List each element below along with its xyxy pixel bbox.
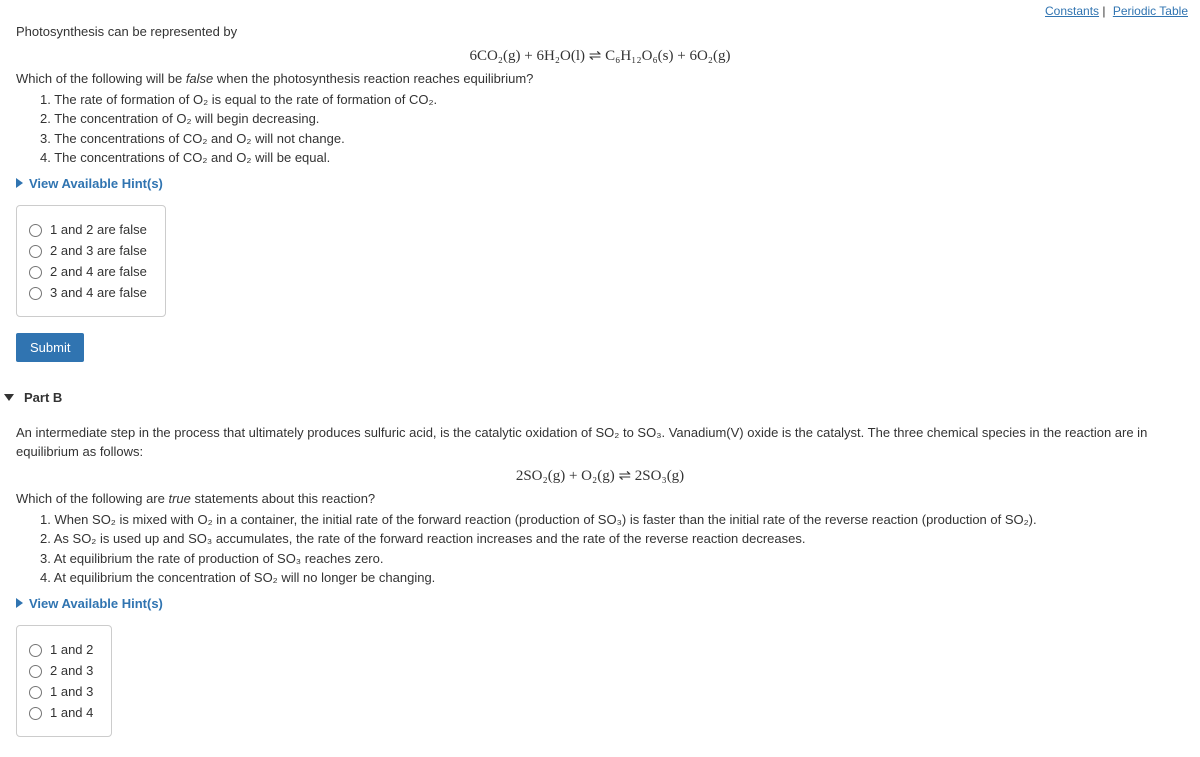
constants-link[interactable]: Constants [1045, 4, 1099, 18]
chevron-right-icon [16, 598, 23, 608]
stmt-a-4: 4. The concentrations of CO₂ and O₂ will… [40, 148, 1184, 168]
stmt-b-3: 3. At equilibrium the rate of production… [40, 549, 1184, 569]
part-a-section: Photosynthesis can be represented by 6CO… [0, 18, 1200, 384]
radio-b-2[interactable] [29, 665, 42, 678]
radio-b-4[interactable] [29, 707, 42, 720]
option-a-3[interactable]: 2 and 4 are false [29, 264, 147, 279]
radio-b-1[interactable] [29, 644, 42, 657]
radio-a-1[interactable] [29, 224, 42, 237]
part-a-equation: 6CO₂(g) + 6H₂O(l) ⇌ C₆H₁₂O₆(s) + 6O₂(g) [16, 46, 1184, 65]
chevron-down-icon [4, 394, 14, 401]
opt-label: 2 and 4 are false [50, 264, 147, 279]
part-b-statements: 1. When SO₂ is mixed with O₂ in a contai… [40, 510, 1184, 588]
opt-label: 1 and 2 [50, 642, 93, 657]
part-b-label: Part B [24, 390, 62, 405]
stmt-b-2: 2. As SO₂ is used up and SO₃ accumulates… [40, 529, 1184, 549]
qa-prefix: Which of the following will be [16, 71, 186, 86]
options-box-b: 1 and 2 2 and 3 1 and 3 1 and 4 [16, 625, 112, 737]
part-a-question: Which of the following will be false whe… [16, 71, 1184, 86]
radio-a-3[interactable] [29, 266, 42, 279]
submit-button-a[interactable]: Submit [16, 333, 84, 362]
opt-label: 3 and 4 are false [50, 285, 147, 300]
chevron-right-icon [16, 178, 23, 188]
opt-label: 1 and 4 [50, 705, 93, 720]
opt-label: 1 and 2 are false [50, 222, 147, 237]
radio-a-2[interactable] [29, 245, 42, 258]
radio-a-4[interactable] [29, 287, 42, 300]
part-b-section: An intermediate step in the process that… [0, 419, 1200, 757]
opt-label: 1 and 3 [50, 684, 93, 699]
hints-label-b: View Available Hint(s) [29, 596, 163, 611]
periodic-link[interactable]: Periodic Table [1113, 4, 1188, 18]
options-box-a: 1 and 2 are false 2 and 3 are false 2 an… [16, 205, 166, 317]
hints-label-a: View Available Hint(s) [29, 176, 163, 191]
qb-prefix: Which of the following are [16, 491, 168, 506]
opt-label: 2 and 3 are false [50, 243, 147, 258]
hints-toggle-a[interactable]: View Available Hint(s) [16, 176, 1184, 191]
top-links: Constants | Periodic Table [0, 0, 1200, 18]
stmt-a-2: 2. The concentration of O₂ will begin de… [40, 109, 1184, 129]
option-a-1[interactable]: 1 and 2 are false [29, 222, 147, 237]
part-b-question: Which of the following are true statemen… [16, 491, 1184, 506]
option-b-2[interactable]: 2 and 3 [29, 663, 93, 678]
option-b-1[interactable]: 1 and 2 [29, 642, 93, 657]
stmt-a-3: 3. The concentrations of CO₂ and O₂ will… [40, 129, 1184, 149]
qa-italic: false [186, 71, 213, 86]
part-b-equation: 2SO₂(g) + O₂(g) ⇌ 2SO₃(g) [16, 466, 1184, 485]
hints-toggle-b[interactable]: View Available Hint(s) [16, 596, 1184, 611]
qb-suffix: statements about this reaction? [191, 491, 375, 506]
radio-b-3[interactable] [29, 686, 42, 699]
option-a-2[interactable]: 2 and 3 are false [29, 243, 147, 258]
part-b-header[interactable]: Part B [0, 390, 1200, 405]
qb-italic: true [168, 491, 190, 506]
part-b-intro: An intermediate step in the process that… [16, 423, 1184, 462]
option-b-3[interactable]: 1 and 3 [29, 684, 93, 699]
part-a-statements: 1. The rate of formation of O₂ is equal … [40, 90, 1184, 168]
stmt-b-1: 1. When SO₂ is mixed with O₂ in a contai… [40, 510, 1184, 530]
stmt-a-1: 1. The rate of formation of O₂ is equal … [40, 90, 1184, 110]
part-a-intro: Photosynthesis can be represented by [16, 22, 1184, 42]
option-b-4[interactable]: 1 and 4 [29, 705, 93, 720]
stmt-b-4: 4. At equilibrium the concentration of S… [40, 568, 1184, 588]
option-a-4[interactable]: 3 and 4 are false [29, 285, 147, 300]
qa-suffix: when the photosynthesis reaction reaches… [213, 71, 533, 86]
opt-label: 2 and 3 [50, 663, 93, 678]
